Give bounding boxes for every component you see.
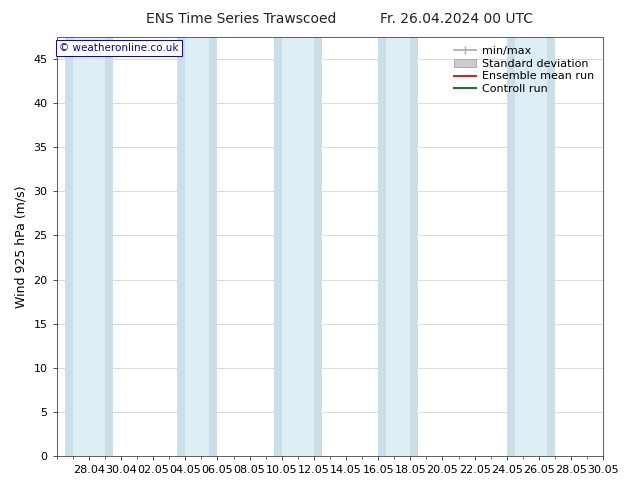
Bar (515, 37, 547, 456)
Bar (386, 37, 410, 456)
Bar (274, 37, 322, 456)
Bar (507, 37, 555, 456)
Bar (378, 37, 418, 456)
Text: ENS Time Series Trawscoed: ENS Time Series Trawscoed (146, 12, 336, 26)
Legend: min/max, Standard deviation, Ensemble mean run, Controll run: min/max, Standard deviation, Ensemble me… (451, 43, 598, 98)
Text: Fr. 26.04.2024 00 UTC: Fr. 26.04.2024 00 UTC (380, 12, 533, 26)
Text: © weatheronline.co.uk: © weatheronline.co.uk (60, 43, 179, 53)
Bar (65, 37, 113, 456)
Bar (73, 37, 105, 456)
Bar (178, 37, 217, 456)
Bar (281, 37, 314, 456)
Y-axis label: Wind 925 hPa (m/s): Wind 925 hPa (m/s) (15, 185, 28, 308)
Bar (185, 37, 209, 456)
